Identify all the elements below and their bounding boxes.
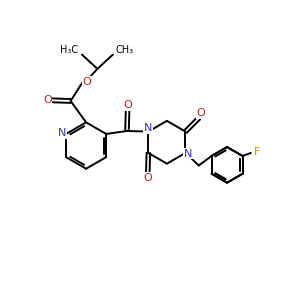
Text: O: O bbox=[43, 95, 52, 105]
Text: N: N bbox=[144, 123, 152, 133]
Text: O: O bbox=[82, 76, 91, 87]
Text: N: N bbox=[58, 128, 67, 138]
Text: O: O bbox=[123, 100, 132, 110]
Text: CH₃: CH₃ bbox=[115, 45, 133, 55]
Text: N: N bbox=[184, 148, 192, 159]
Text: F: F bbox=[254, 147, 260, 157]
Text: O: O bbox=[143, 172, 152, 183]
Text: O: O bbox=[196, 108, 205, 118]
Text: H₃C: H₃C bbox=[60, 45, 79, 55]
